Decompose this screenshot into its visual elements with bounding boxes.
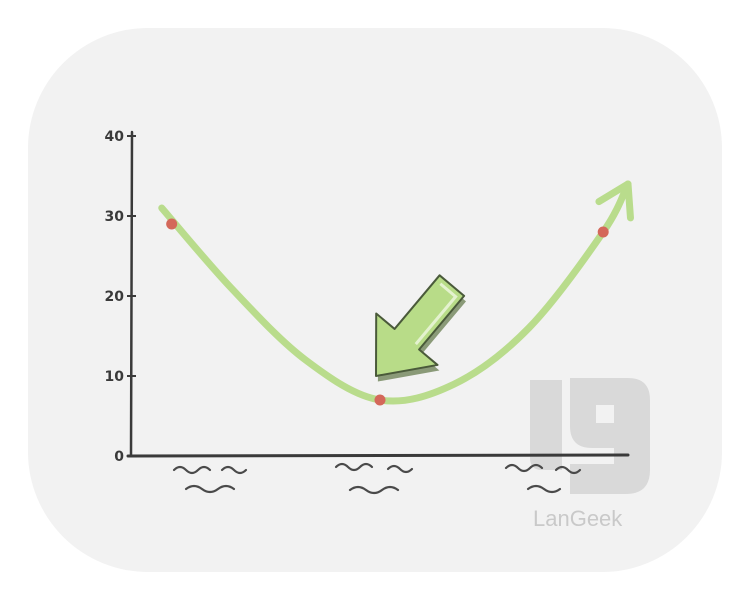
y-tick-label-30: 30 (105, 209, 125, 225)
annotation-arrow (375, 274, 467, 382)
arrow-highlight (414, 282, 458, 346)
axes: 0 10 20 30 40 (105, 129, 630, 465)
points-group (166, 218, 609, 406)
x-scribble-1c (184, 484, 236, 494)
arrow-body (375, 274, 466, 377)
y-tick-label-20: 20 (105, 289, 125, 305)
y-tick-label-0: 0 (114, 449, 124, 465)
data-point-3 (597, 226, 609, 238)
curve-group (158, 180, 634, 405)
x-scribble-2c (348, 485, 400, 495)
watermark-logo: LanGeek (530, 378, 650, 531)
y-axis-line (129, 130, 134, 458)
watermark-logo-mark (530, 380, 562, 470)
x-scribble-1b (220, 465, 248, 475)
x-scribble-2a (334, 462, 374, 472)
x-scribble-2b (386, 464, 414, 474)
x-axis-line (126, 453, 630, 458)
x-scribble-3b (554, 465, 582, 475)
data-point-2 (374, 394, 386, 406)
x-scribble-3c (526, 484, 562, 494)
watermark-logo-text: LanGeek (533, 506, 623, 531)
x-scribble-3a (504, 463, 544, 473)
watermark-logo-mark-2 (570, 378, 650, 494)
y-tick-label-40: 40 (105, 129, 125, 145)
x-scribble-labels (172, 462, 582, 495)
series-curve (158, 180, 632, 405)
x-scribble-1a (172, 465, 212, 475)
y-tick-label-10: 10 (105, 369, 125, 385)
data-point-1 (166, 218, 178, 230)
curve-arrowhead (595, 180, 634, 222)
